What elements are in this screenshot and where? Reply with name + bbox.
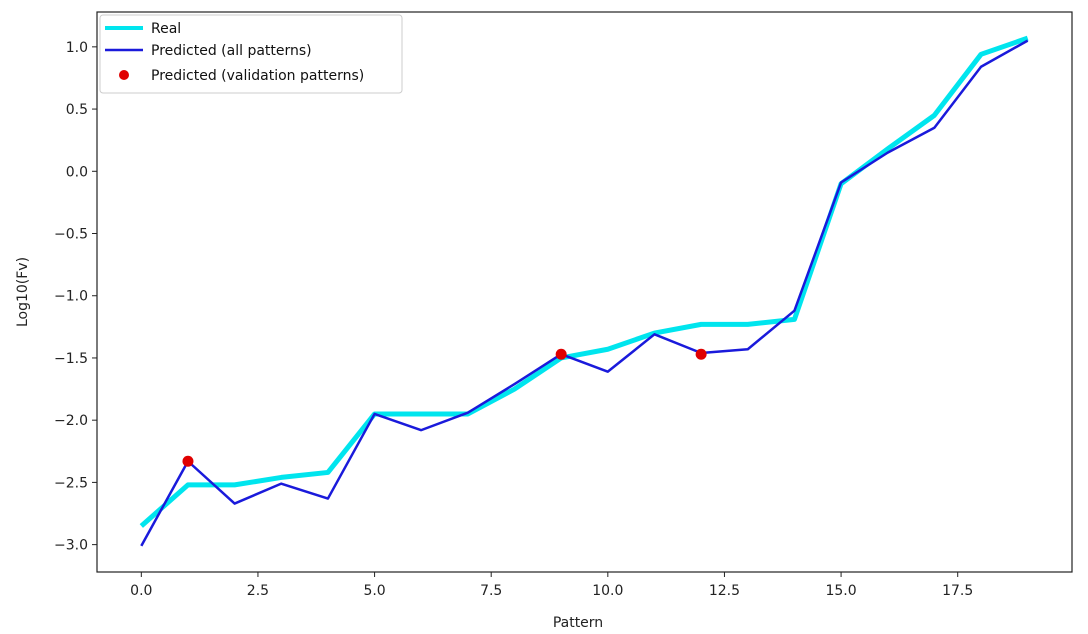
y-tick-label: −2.5 [54,475,88,491]
legend-label-predicted-validation: Predicted (validation patterns) [151,68,364,84]
y-tick-label: 1.0 [66,40,88,56]
x-tick-label: 15.0 [825,583,856,599]
x-tick-label: 2.5 [247,583,269,599]
plot-area [96,11,1073,573]
legend-label-real: Real [151,21,181,37]
validation-point [182,455,194,467]
x-tick-label: 12.5 [709,583,740,599]
legend-swatch-predicted-validation [119,70,129,80]
series-layer [139,35,1029,547]
legend-box [99,14,403,94]
y-tick-label: −0.5 [54,227,88,243]
y-axis-label: Log10(Fv) [15,257,31,327]
series-line-real [139,35,1029,528]
y-axis-ticks: 1.0 0.5 0.0 −0.5 −1.0 −1.5 −2.0 −2.5 −3.0 [54,40,97,554]
y-tick-label: 0.5 [66,102,88,118]
x-tick-label: 7.5 [480,583,502,599]
x-tick-label: 0.0 [130,583,152,599]
x-tick-label: 10.0 [592,583,623,599]
validation-point [695,348,707,360]
series-line-predicted-all [140,39,1029,547]
validation-point [555,348,567,360]
y-tick-label: −2.0 [54,413,88,429]
x-axis-ticks: 0.0 2.5 5.0 7.5 10.0 12.5 15.0 17.5 [130,572,973,599]
x-axis-label: Pattern [553,615,603,631]
y-tick-label: 0.0 [66,164,88,180]
y-tick-label: −3.0 [54,538,88,554]
legend: Real Predicted (all patterns) Predicted … [99,14,403,94]
y-tick-label: −1.0 [54,289,88,305]
x-tick-label: 17.5 [942,583,973,599]
x-tick-label: 5.0 [363,583,385,599]
legend-label-predicted-all: Predicted (all patterns) [151,43,312,59]
y-tick-label: −1.5 [54,351,88,367]
